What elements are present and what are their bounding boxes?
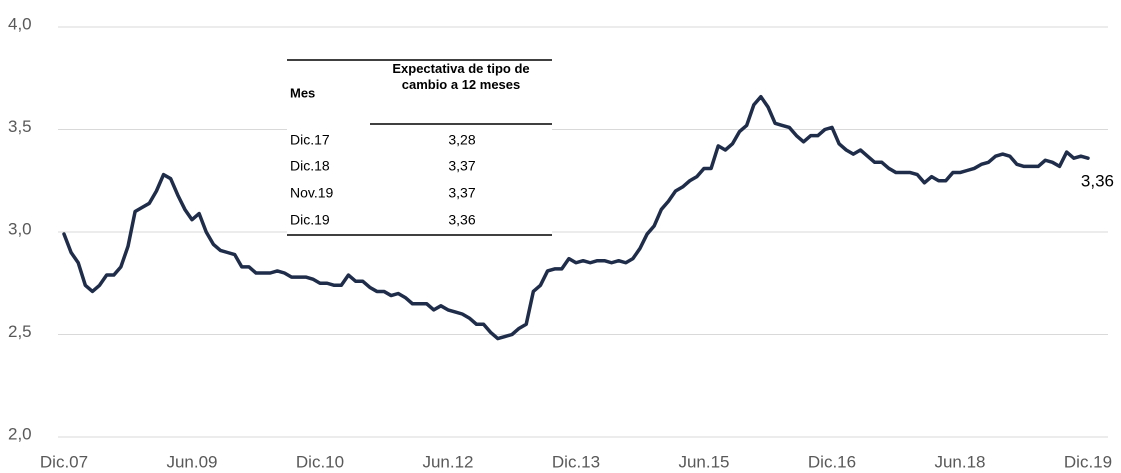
table-cell: Dic.19 [290,212,330,228]
x-tick-label: Dic.07 [40,452,88,471]
x-tick-label: Jun.15 [678,452,729,471]
table-cell: 3,28 [448,132,475,148]
x-tick-label: Dic.10 [296,452,344,471]
line [62,94,1090,341]
table-cell: Dic.18 [290,158,330,174]
table-cell: 3,37 [448,158,475,174]
x-tick-label: Dic.19 [1064,452,1112,471]
y-tick-label: 4,0 [8,14,32,33]
table-header-box: Expectativa de tipo de cambio a 12 meses [392,61,530,92]
grid: 2,0 2,5 3,0 3,5 4,0 Dic.07 Jun.09 Dic.10 Jun.12 D… [8,14,1112,471]
x-tick-label: Jun.09 [166,452,217,471]
y-tick-label: 3,0 [8,219,32,238]
table-header: Mes [290,85,315,100]
x-tick-label: Dic.16 [808,452,856,471]
table-cell: Nov.19 [290,185,334,201]
y-tick-label: 3,5 [8,117,32,136]
table: Mes Expectativa de tipo de cambio a 12 m… [287,59,552,236]
x-tick-label: Dic.13 [552,452,600,471]
y-tick-label: 2,0 [8,424,32,443]
table-cell: 3,36 [448,212,475,228]
x-tick-label: Jun.18 [934,452,985,471]
plot: 3,36 [62,94,1114,341]
data-label: 3,36 [1081,172,1114,191]
y-tick-label: 2,5 [8,322,32,341]
table-cell: 3,37 [448,185,475,201]
table-header: Expectativa de tipo de cambio a 12 meses [392,61,530,92]
x-tick-label: Jun.12 [422,452,473,471]
table-cell: Dic.17 [290,132,330,148]
table-background [287,60,552,236]
